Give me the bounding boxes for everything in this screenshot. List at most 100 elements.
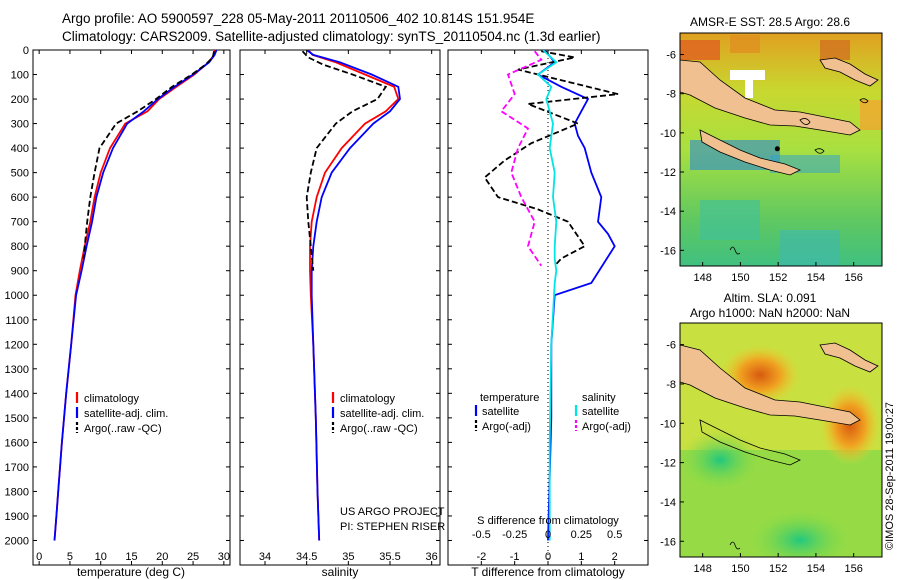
x-tick-label: 2 — [612, 551, 618, 563]
x-tick-label: 34.5 — [296, 551, 317, 563]
axes-ticks: 0 5 10 15 20 25 300100200300400500600700800900… — [5, 45, 648, 565]
map-y-tick-label: -14 — [660, 206, 676, 218]
temperature-panel — [32, 49, 231, 566]
sst-map-title: AMSR-E SST: 28.5 Argo: 28.6 — [690, 15, 850, 29]
x-tick-label: 36 — [426, 551, 438, 563]
y-tick-label: 1000 — [5, 290, 29, 302]
x-tick-label: 35 — [342, 551, 354, 563]
x-tick-label-s: 0.5 — [607, 529, 622, 541]
sst-map-frame — [679, 32, 883, 267]
salinity-panel — [239, 49, 441, 566]
series-line-salinity-1 — [306, 50, 401, 541]
y-tick-label: 0 — [23, 45, 29, 57]
y-tick-label: 1600 — [5, 437, 29, 449]
map-x-tick-label: 152 — [769, 563, 787, 575]
sla-map-title: Altim. SLA: 0.091 — [724, 291, 817, 305]
legend-label: Argo(..raw -QC) — [340, 423, 418, 435]
map-x-tick-label: 154 — [807, 563, 825, 575]
series-line-temperature-2 — [82, 51, 215, 259]
y-tick-label: 600 — [11, 192, 29, 204]
legend-label: climatology — [84, 393, 140, 405]
map-y-tick-label: -10 — [660, 418, 676, 430]
y-tick-label: 1900 — [5, 511, 29, 523]
temperature-xlabel: temperature (deg C) — [77, 565, 185, 579]
map-x-tick-label: 150 — [731, 272, 749, 284]
map-x-tick-label: 148 — [693, 563, 711, 575]
x-tick-label: 25 — [187, 551, 199, 563]
map-y-tick-label: -16 — [660, 245, 676, 257]
legend-label: Argo(-adj) — [482, 421, 531, 433]
salinity-xlabel: salinity — [322, 565, 359, 579]
x-tick-label: 0 — [545, 551, 551, 563]
series-line-difference-1 — [483, 50, 619, 267]
map-y-tick-label: -12 — [660, 458, 676, 470]
map-y-tick-label: -8 — [666, 89, 676, 101]
x-tick-label: 1 — [578, 551, 584, 563]
y-tick-label: 700 — [11, 217, 29, 229]
map-x-tick-label: 150 — [731, 563, 749, 575]
legend-label: satellite — [582, 406, 619, 418]
y-tick-label: 100 — [11, 70, 29, 82]
x-tick-label: 30 — [218, 551, 230, 563]
difference-xlabel-s: S difference from climatology — [477, 515, 619, 527]
credit-text: ©IMOS 28-Sep-2011 19:00:27 — [884, 402, 896, 550]
sla-map-frame — [679, 322, 883, 558]
legends: climatology satellite-adj. clim. Argo(..ra… — [75, 392, 631, 435]
project-annotation: US ARGO PROJECT — [340, 506, 445, 518]
y-tick-label: 800 — [11, 241, 29, 253]
legend-label: Argo(..raw -QC) — [84, 423, 162, 435]
map-y-tick-label: -6 — [666, 340, 676, 352]
y-tick-label: 2000 — [5, 535, 29, 547]
map-x-tick-label: 154 — [807, 272, 825, 284]
map-x-tick-label: 156 — [845, 272, 863, 284]
x-tick-label: -1 — [510, 551, 520, 563]
papua-new-guinea-land — [680, 59, 861, 136]
y-tick-label: 1200 — [5, 339, 29, 351]
x-tick-label: 34 — [259, 551, 271, 563]
y-tick-label: 500 — [11, 168, 29, 180]
y-tick-label: 1300 — [5, 364, 29, 376]
x-tick-label-s: -0.25 — [502, 529, 527, 541]
legend-label: climatology — [340, 393, 396, 405]
sla-map — [680, 323, 882, 557]
sst-map — [680, 33, 882, 266]
series-line-temperature-1 — [53, 50, 218, 541]
map-y-tick-label: -6 — [666, 50, 676, 62]
x-tick-label: 5 — [67, 551, 73, 563]
map-x-tick-label: 156 — [845, 563, 863, 575]
map-x-tick-label: 148 — [693, 272, 711, 284]
map-y-tick-label: -16 — [660, 536, 676, 548]
map-y-tick-label: -12 — [660, 167, 676, 179]
credit-label: ©IMOS 28-Sep-2011 19:00:27 — [884, 402, 896, 550]
argo-location-marker — [774, 146, 780, 152]
x-tick-label-s: 0 — [545, 529, 551, 541]
legend-label: satellite-adj. clim. — [84, 408, 168, 420]
salinity-plot — [301, 50, 401, 541]
legend-label: Argo(-adj) — [582, 421, 631, 433]
series-line-salinity-2 — [301, 50, 388, 271]
legend-group-salinity: salinity — [582, 392, 616, 404]
climatology-subtitle: Climatology: CARS2009. Satellite-adjuste… — [62, 29, 601, 44]
profile-title: Argo profile: AO 5900597_228 05-May-2011… — [62, 11, 535, 26]
legend-group-temperature: temperature — [480, 392, 539, 404]
series-line-difference-3 — [499, 50, 543, 267]
map-y-tick-label: -10 — [660, 128, 676, 140]
map-ticks: 148 150 152 154 156 -6 -8 -10 -12 -14 -16 148 150 152… — [660, 50, 863, 575]
difference-panel — [447, 49, 649, 566]
missing-data-patch — [730, 70, 765, 98]
map-y-tick-label: -14 — [660, 497, 676, 509]
series-line-difference-2 — [536, 50, 558, 541]
y-tick-label: 1700 — [5, 462, 29, 474]
map-x-tick-label: 152 — [769, 272, 787, 284]
difference-xlabel-t: T difference from climatology — [471, 565, 625, 579]
x-tick-label: 0 — [36, 551, 42, 563]
y-tick-label: 200 — [11, 94, 29, 106]
x-tick-label: -2 — [476, 551, 486, 563]
x-tick-label-s: 0.25 — [571, 529, 592, 541]
y-tick-label: 1100 — [5, 315, 29, 327]
y-tick-label: 1400 — [5, 388, 29, 400]
sla-map-subtitle: Argo h1000: NaN h2000: NaN — [690, 306, 850, 320]
pi-annotation: PI: STEPHEN RISER — [340, 521, 445, 533]
y-tick-label: 1500 — [5, 413, 29, 425]
